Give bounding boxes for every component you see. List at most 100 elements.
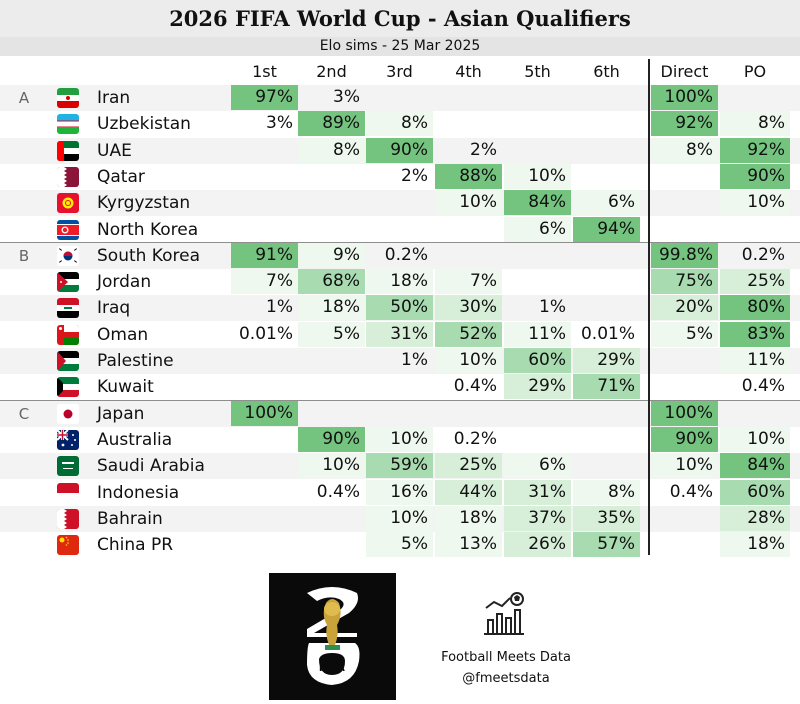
value-cell-5th: 29% <box>504 374 571 400</box>
bahrain-flag-icon <box>57 508 79 529</box>
column-header-1st: 1st <box>252 62 277 81</box>
group-label: B <box>18 246 30 265</box>
table-row: C Japan 100% 100% <box>0 400 800 427</box>
value-cell-direct: 99.8% <box>651 242 718 268</box>
iraq-flag-icon <box>57 298 79 319</box>
value-cell-1st: 0.01% <box>238 323 293 344</box>
value-cell-4th: 18% <box>435 505 502 531</box>
value-cell-direct: 8% <box>651 137 718 163</box>
team-name: Oman <box>97 324 149 345</box>
value-cell-direct <box>651 374 718 399</box>
team-name: Kuwait <box>97 377 154 398</box>
value-cell-6th <box>573 295 640 320</box>
value-cell-direct: 100% <box>651 400 718 426</box>
value-cell-5th <box>504 401 571 426</box>
value-cell-po: 90% <box>720 163 790 189</box>
table-row: Qatar 2% 88% 10% 90% <box>0 163 800 190</box>
value-cell-1st: 7% <box>231 269 298 295</box>
value-cell-1st <box>231 506 298 531</box>
value-cell-po: 25% <box>720 269 790 295</box>
team-name: Uzbekistan <box>97 114 191 135</box>
value-cell-5th: 60% <box>504 348 571 373</box>
column-header-5th: 5th <box>524 62 551 81</box>
value-cell-5th <box>504 138 571 163</box>
value-cell-6th <box>573 243 640 268</box>
saudi-arabia-flag-icon <box>57 456 79 477</box>
table-row: B South Korea 91% 9% 0.2% 99.8% 0.2% <box>0 242 800 269</box>
table-row: Iraq 1% 18% 50% 30% 1% 20% 80% <box>0 295 800 322</box>
value-cell-5th: 37% <box>504 505 571 531</box>
value-cell-4th: 52% <box>435 321 502 347</box>
value-cell-4th: 88% <box>435 163 502 189</box>
column-header-direct: Direct <box>660 62 709 81</box>
table-row: Bahrain 10% 18% 37% 35% 28% <box>0 505 800 532</box>
qatar-flag-icon <box>57 166 79 187</box>
value-cell-6th <box>573 427 640 452</box>
value-cell-1st <box>231 164 298 189</box>
value-cell-3rd: 2% <box>401 165 428 186</box>
value-cell-direct: 90% <box>651 426 718 452</box>
value-cell-1st <box>231 480 298 505</box>
value-cell-4th: 0.2% <box>453 428 497 449</box>
value-cell-2nd <box>298 532 365 557</box>
team-name: Bahrain <box>97 508 163 529</box>
team-name: UAE <box>97 140 132 161</box>
brand-handle: @fmeetsdata <box>462 671 550 686</box>
group-separator <box>0 399 800 401</box>
value-cell-6th: 94% <box>573 216 640 242</box>
value-cell-1st: 91% <box>231 242 298 268</box>
value-cell-4th: 0.4% <box>453 376 497 397</box>
value-cell-direct <box>651 217 718 242</box>
value-cell-3rd: 10% <box>366 505 433 531</box>
value-cell-po: 11% <box>720 348 790 373</box>
value-cell-6th <box>573 164 640 189</box>
value-cell-3rd: 31% <box>366 321 433 347</box>
value-cell-5th <box>504 427 571 452</box>
value-cell-1st <box>231 532 298 557</box>
value-cell-po <box>720 401 790 426</box>
value-cell-direct <box>651 190 718 215</box>
value-cell-2nd: 8% <box>298 137 365 163</box>
value-cell-3rd: 10% <box>366 426 433 452</box>
value-cell-po: 0.4% <box>741 376 785 397</box>
value-cell-1st: 3% <box>266 113 293 134</box>
value-cell-1st <box>231 453 298 478</box>
table-row: Saudi Arabia 10% 59% 25% 6% 10% 84% <box>0 453 800 480</box>
value-cell-5th: 26% <box>504 532 571 558</box>
value-cell-4th: 30% <box>435 295 502 321</box>
kuwait-flag-icon <box>57 377 79 398</box>
value-cell-5th: 6% <box>504 453 571 479</box>
table-row: Jordan 7% 68% 18% 7% 75% 25% <box>0 269 800 295</box>
team-name: Japan <box>97 403 145 424</box>
iran-flag-icon <box>57 88 79 108</box>
table-row: Indonesia 0.4% 16% 44% 31% 8% 0.4% 60% <box>0 479 800 506</box>
wc26-logo-icon: FIFA <box>307 587 360 685</box>
australia-flag-icon <box>57 429 79 450</box>
value-cell-2nd: 18% <box>298 295 365 321</box>
group-label: C <box>18 404 30 423</box>
value-cell-4th <box>435 243 502 268</box>
value-cell-1st <box>231 190 298 215</box>
team-name: Indonesia <box>97 482 180 503</box>
value-cell-po: 0.2% <box>741 244 785 265</box>
value-cell-6th <box>573 111 640 136</box>
value-cell-3rd <box>366 217 433 242</box>
table-row: Kuwait 0.4% 29% 71% 0.4% <box>0 374 800 400</box>
chart-football-icon <box>484 592 524 635</box>
team-name: Iraq <box>97 298 131 319</box>
value-cell-3rd: 18% <box>366 269 433 295</box>
value-cell-3rd: 0.2% <box>384 244 428 265</box>
team-name: Kyrgyzstan <box>97 193 191 214</box>
value-cell-direct: 0.4% <box>669 481 713 502</box>
value-cell-2nd: 0.4% <box>316 481 360 502</box>
team-name: Saudi Arabia <box>97 456 205 477</box>
uzbekistan-flag-icon <box>57 114 79 135</box>
value-cell-5th: 6% <box>504 216 571 242</box>
value-cell-3rd: 16% <box>366 479 433 505</box>
value-cell-2nd <box>298 401 365 426</box>
value-cell-4th: 25% <box>435 453 502 479</box>
value-cell-po: 10% <box>720 190 790 216</box>
value-cell-4th: 2% <box>470 139 497 160</box>
value-cell-1st: 100% <box>231 400 298 426</box>
value-cell-2nd: 10% <box>298 453 365 479</box>
